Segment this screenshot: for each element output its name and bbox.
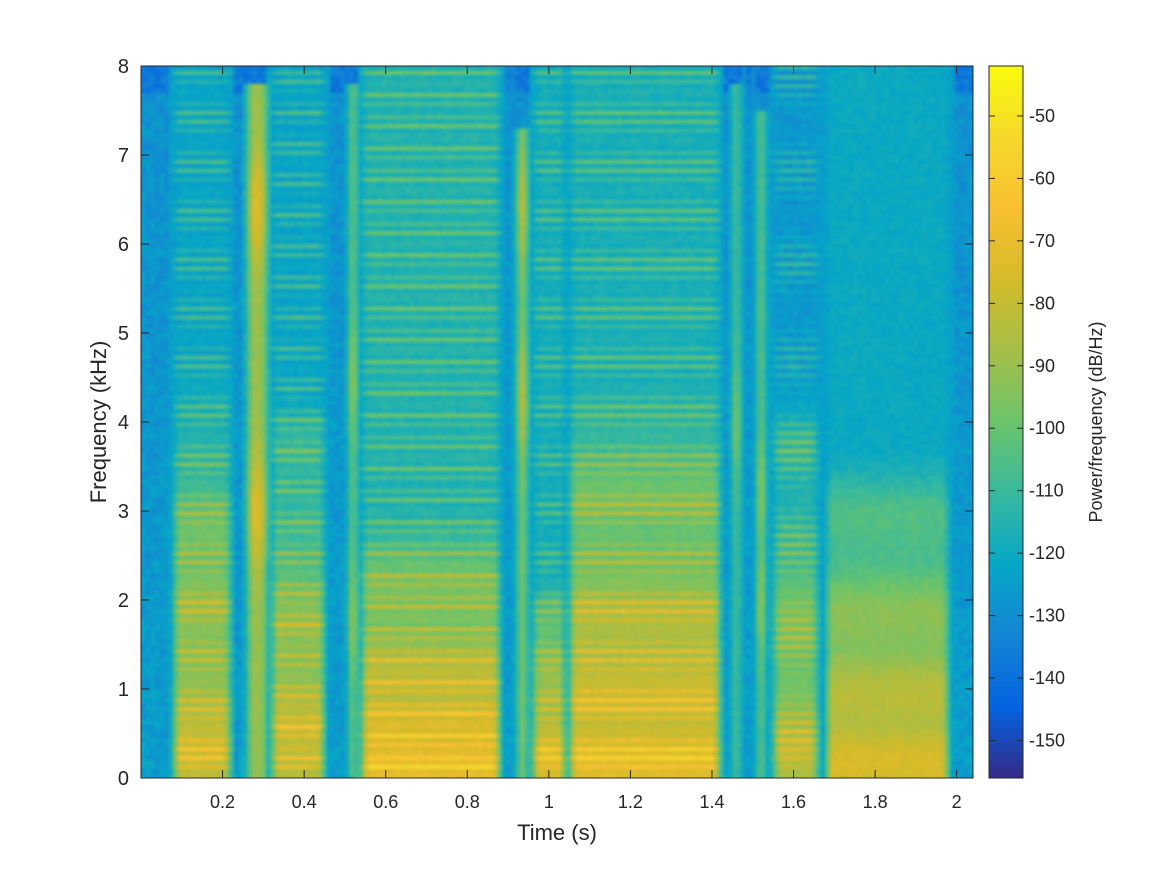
y-tick-label: 5 [118, 323, 129, 345]
x-tick-label: 0.6 [373, 792, 398, 812]
x-tick-label: 1.2 [618, 792, 643, 812]
x-tick-label: 0.8 [455, 792, 480, 812]
y-tick-label: 0 [118, 768, 129, 790]
colorbar-tick-label: -90 [1029, 356, 1055, 376]
x-tick-label: 1.4 [699, 792, 724, 812]
colorbar-tick-label: -120 [1029, 543, 1065, 563]
colorbar-tick-label: -80 [1029, 293, 1055, 313]
y-axis: 0 1 2 3 4 5 6 7 8 [118, 56, 973, 790]
colorbar-tick-label: -130 [1029, 606, 1065, 626]
colorbar-tick-label: -60 [1029, 168, 1055, 188]
spectrogram-image [141, 66, 973, 778]
x-tick-label: 1.8 [863, 792, 888, 812]
colorbar-tick-label: -110 [1029, 481, 1064, 501]
y-tick-label: 8 [118, 56, 129, 78]
x-tick-label: 1 [544, 792, 554, 812]
y-tick-label: 1 [118, 679, 129, 701]
x-tick-label: 0.2 [210, 792, 235, 812]
colorbar-label: Power/frequency (dB/Hz) [1086, 321, 1106, 522]
colorbar-tick-label: -50 [1029, 106, 1055, 126]
y-tick-label: 3 [118, 501, 129, 523]
x-tick-label: 2 [952, 792, 962, 812]
colorbar [988, 65, 1024, 779]
y-axis-label: Frequency (kHz) [86, 341, 111, 504]
y-tick-label: 2 [118, 590, 129, 612]
colorbar-tick-label: -150 [1029, 731, 1065, 751]
colorbar-axis: -50 -60 -70 -80 -90 -100 -110 -120 -130 -140 -150 [989, 106, 1065, 751]
colorbar-tick-label: -140 [1029, 668, 1065, 688]
y-tick-label: 4 [118, 412, 129, 434]
colorbar-tick-label: -100 [1029, 418, 1065, 438]
colorbar-tick-label: -70 [1029, 231, 1055, 251]
spectrogram-heatmap [141, 66, 973, 778]
y-tick-label: 6 [118, 234, 129, 256]
x-tick-label: 1.6 [781, 792, 806, 812]
x-axis: 0.2 0.4 0.6 0.8 1 1.2 1.4 1.6 1.8 2 [210, 66, 962, 812]
x-tick-label: 0.4 [292, 792, 317, 812]
y-tick-label: 7 [118, 145, 129, 167]
x-axis-label: Time (s) [517, 820, 597, 845]
